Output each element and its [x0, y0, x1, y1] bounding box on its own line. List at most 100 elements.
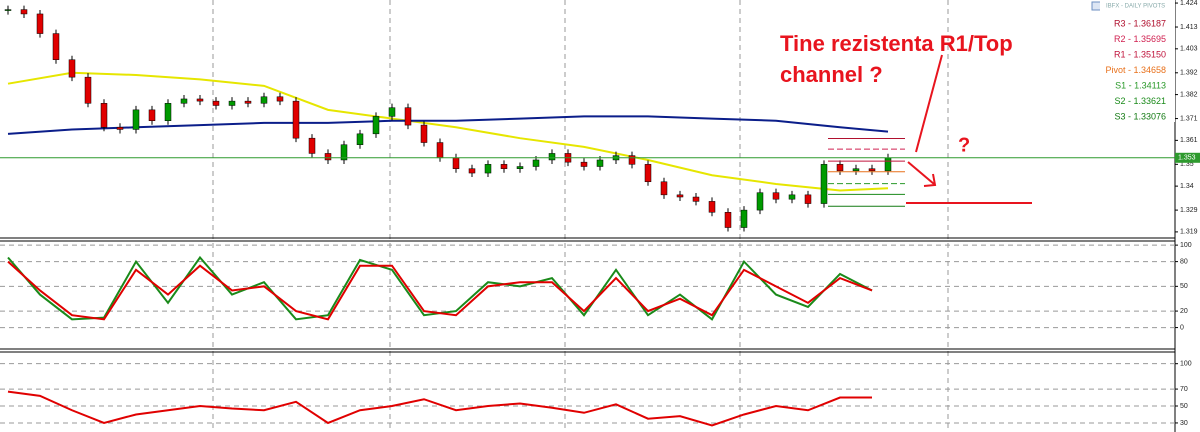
y-tick-label: 1.424 — [1180, 0, 1198, 7]
candle-body — [452, 157, 460, 169]
candle-body — [68, 59, 76, 78]
candle-body — [676, 194, 684, 198]
candle-body — [372, 116, 380, 135]
candle-body — [500, 164, 508, 169]
pivot-panel — [1100, 0, 1175, 122]
candle-body — [292, 100, 300, 139]
y-tick-label: 1.413 — [1180, 24, 1198, 31]
candle-body — [356, 133, 364, 145]
y-tick-label: 1.371 — [1180, 115, 1198, 122]
pivot-label: S3 - 1.33076 — [1114, 111, 1166, 121]
pivot-label: S1 - 1.34113 — [1115, 80, 1166, 90]
candle-body — [420, 124, 428, 143]
annotation: channel ? — [780, 62, 883, 87]
y-tick-label: 1.34 — [1180, 183, 1194, 190]
y-tick-label: 70 — [1180, 386, 1188, 393]
candle-body — [276, 96, 284, 102]
candle-body — [596, 159, 604, 167]
current-price-box — [1175, 152, 1200, 163]
candle-body — [644, 164, 652, 183]
candle-body — [404, 107, 412, 126]
pivot-title: IBFX - DAILY PIVOTS — [1106, 4, 1165, 10]
candle-body — [868, 168, 876, 172]
candle-body — [804, 194, 812, 204]
candle-body — [20, 9, 28, 15]
candle-body — [468, 168, 476, 174]
candle-body — [724, 212, 732, 228]
pivot-label: R3 - 1.36187 — [1114, 18, 1166, 28]
candle-body — [836, 164, 844, 172]
candle-body — [116, 127, 124, 130]
candle-body — [580, 161, 588, 167]
candle-body — [756, 192, 764, 211]
candle-body — [228, 100, 236, 106]
y-tick-label: 80 — [1180, 258, 1188, 265]
indicator-line — [7, 260, 873, 321]
candle-body — [740, 209, 748, 228]
candle-body — [628, 155, 636, 165]
candle-body — [516, 166, 524, 169]
candle-body — [244, 100, 252, 104]
y-tick-label: 20 — [1180, 308, 1188, 315]
annotation: ? — [958, 134, 970, 156]
candle-body — [148, 109, 156, 121]
y-tick-label: 1.382 — [1180, 91, 1198, 98]
candle-body — [84, 76, 92, 104]
pivot-label: R1 - 1.35150 — [1114, 49, 1166, 59]
candle-body — [52, 33, 60, 60]
indicator-line — [7, 390, 872, 427]
y-tick-label: 30 — [1180, 420, 1188, 427]
candle-body — [660, 181, 668, 196]
candle-body — [4, 9, 12, 11]
y-tick-label: 0 — [1180, 324, 1184, 331]
y-tick-label: 50 — [1180, 403, 1188, 410]
arrow-head — [923, 173, 937, 187]
pivot-label: R2 - 1.35695 — [1114, 34, 1166, 44]
y-tick-label: 1.392 — [1180, 70, 1198, 77]
candle-body — [308, 137, 316, 154]
y-tick-label: 100 — [1180, 242, 1192, 249]
candle-body — [884, 157, 892, 172]
candle-body — [532, 159, 540, 167]
y-tick-label: 100 — [1180, 361, 1192, 368]
indicator-line — [7, 115, 889, 135]
current-price-label: 1.353 — [1178, 155, 1196, 162]
candle-body — [820, 164, 828, 204]
arrow — [915, 54, 943, 153]
candle-body — [180, 98, 188, 104]
candle-body — [484, 164, 492, 174]
candle-body — [212, 100, 220, 106]
candle-body — [324, 153, 332, 161]
y-tick-label: 1.329 — [1180, 207, 1198, 214]
indicator-line — [7, 71, 889, 192]
candle-body — [196, 98, 204, 102]
y-tick-label: 50 — [1180, 283, 1188, 290]
candle-body — [260, 96, 268, 104]
pivot-label: Pivot - 1.34658 — [1105, 65, 1166, 75]
y-tick-label: 1.35 — [1180, 161, 1194, 168]
candle-body — [788, 194, 796, 200]
candle-body — [772, 192, 780, 200]
y-tick-label: 1.319 — [1180, 229, 1198, 236]
y-tick-label: 1.403 — [1180, 46, 1198, 53]
y-tick-label: 1.361 — [1180, 137, 1198, 144]
arrow — [907, 161, 935, 185]
candle-body — [388, 107, 396, 117]
candle-body — [164, 103, 172, 121]
pivot-label: S2 - 1.33621 — [1114, 96, 1166, 106]
candle-body — [340, 144, 348, 161]
candle-body — [132, 109, 140, 130]
candle-body — [100, 103, 108, 128]
arrows — [906, 54, 1032, 204]
candle-body — [36, 13, 44, 34]
annotation: Tine rezistenta R1/Top — [780, 31, 1013, 56]
candle-body — [548, 153, 556, 161]
candle-body — [436, 142, 444, 159]
time-separators — [212, 0, 949, 432]
candle-body — [852, 168, 860, 172]
candle-body — [708, 201, 716, 213]
candle-body — [692, 196, 700, 202]
